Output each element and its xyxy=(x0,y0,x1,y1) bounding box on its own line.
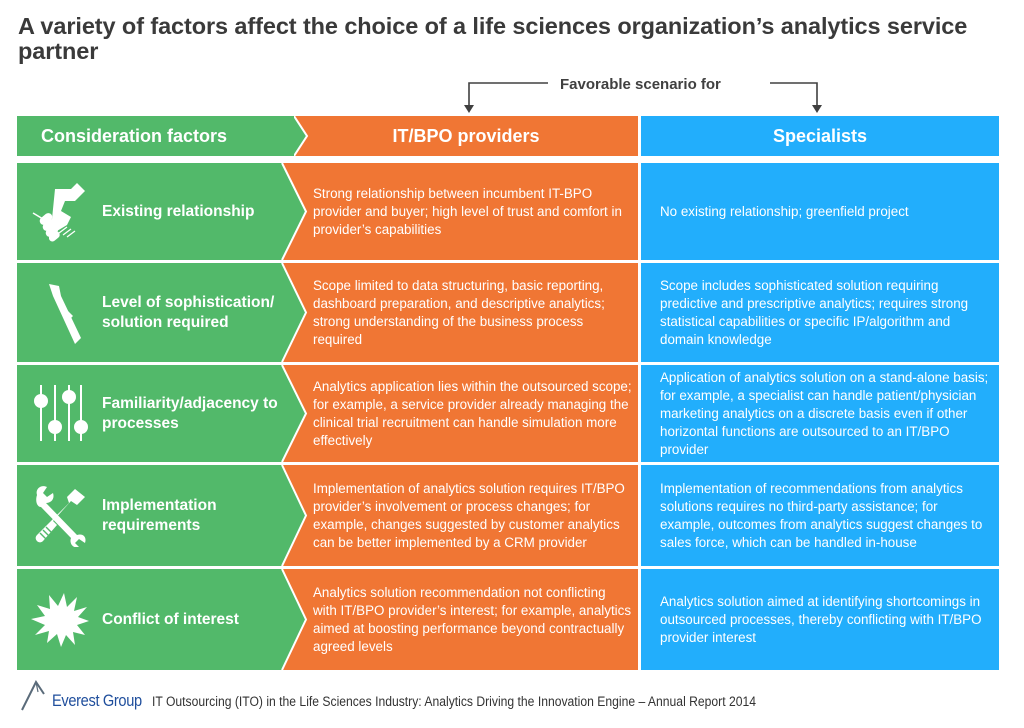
row-chevron-divider xyxy=(281,569,308,670)
factor-row-conflict-of-interest: Conflict of interest Analytics solution … xyxy=(17,569,999,670)
header-specialists: Specialists xyxy=(641,116,999,156)
itbpo-description: Scope limited to data structuring, basic… xyxy=(313,277,605,347)
column-header-row: Consideration factors IT/BPO providers S… xyxy=(17,116,999,156)
starburst-icon xyxy=(31,592,89,647)
necktie-icon xyxy=(49,283,81,344)
specialists-description: Implementation of recommendations from a… xyxy=(660,480,983,550)
factor-label: Conflict of interest xyxy=(102,610,239,628)
itbpo-cell: Analytics application lies within the ou… xyxy=(279,365,638,462)
row-chevron-divider xyxy=(281,263,308,362)
row-chevron-divider xyxy=(281,365,308,462)
factor-label: Level of sophistication/ solution requir… xyxy=(102,293,275,331)
header-specialists-label: Specialists xyxy=(772,125,868,146)
factor-row-implementation: Implementation requirements Implementati… xyxy=(17,465,999,566)
itbpo-description: Implementation of analytics solution req… xyxy=(313,480,625,550)
specialists-cell: Scope includes sophisticated solution re… xyxy=(641,263,999,362)
header-consideration-factors: Consideration factors xyxy=(17,116,307,156)
handshake-icon xyxy=(32,182,85,241)
everest-group-brand: Everest Group xyxy=(52,691,142,710)
page-title: A variety of factors affect the choice o… xyxy=(18,13,968,64)
factor-label: Familiarity/adjacency to processes xyxy=(102,394,278,432)
itbpo-description: Analytics solution recommendation not co… xyxy=(313,584,632,654)
factor-row-sophistication: Level of sophistication/ solution requir… xyxy=(17,263,999,362)
sliders-icon xyxy=(34,384,88,441)
row-chevron-divider xyxy=(281,163,308,260)
specialists-cell: Analytics solution aimed at identifying … xyxy=(641,569,999,670)
specialists-description: No existing relationship; greenfield pro… xyxy=(660,203,909,219)
specialists-cell: No existing relationship; greenfield pro… xyxy=(641,163,999,260)
favorable-scenario-label: Favorable scenario for xyxy=(560,76,721,93)
itbpo-cell: Strong relationship between incumbent IT… xyxy=(279,163,638,260)
itbpo-description: Strong relationship between incumbent IT… xyxy=(313,185,622,237)
factor-cell: Level of sophistication/ solution requir… xyxy=(17,263,306,362)
header-itbpo-providers: IT/BPO providers xyxy=(294,116,638,156)
specialists-description: Analytics solution aimed at identifying … xyxy=(660,593,982,645)
itbpo-cell: Implementation of analytics solution req… xyxy=(279,465,638,566)
factor-row-familiarity: Familiarity/adjacency to processes Analy… xyxy=(17,365,999,462)
factor-cell: Implementation requirements xyxy=(17,465,306,566)
itbpo-cell: Scope limited to data structuring, basic… xyxy=(279,263,638,362)
itbpo-description: Analytics application lies within the ou… xyxy=(313,378,632,448)
footer: Everest Group IT Outsourcing (ITO) in th… xyxy=(0,672,1024,728)
header-factors-label: Consideration factors xyxy=(41,125,228,146)
favorable-bracket-arrows xyxy=(464,82,822,113)
header-itbpo-label: IT/BPO providers xyxy=(392,125,540,146)
factor-cell: Existing relationship xyxy=(17,163,306,260)
header-chevron-divider xyxy=(294,116,309,156)
factor-label: Existing relationship xyxy=(102,202,255,220)
specialists-cell: Application of analytics solution on a s… xyxy=(641,365,999,462)
specialists-cell: Implementation of recommendations from a… xyxy=(641,465,999,566)
factor-cell: Familiarity/adjacency to processes xyxy=(17,365,306,462)
wrench-screwdriver-icon xyxy=(35,485,86,547)
report-source-text: IT Outsourcing (ITO) in the Life Science… xyxy=(152,694,757,709)
itbpo-cell: Analytics solution recommendation not co… xyxy=(279,569,638,670)
row-chevron-divider xyxy=(281,465,308,566)
factor-cell: Conflict of interest xyxy=(17,569,306,670)
everest-mountain-logo-icon xyxy=(21,680,45,711)
specialists-description: Application of analytics solution on a s… xyxy=(660,369,989,457)
factor-row-existing-relationship: Existing relationship Strong relationshi… xyxy=(17,163,999,260)
specialists-description: Scope includes sophisticated solution re… xyxy=(660,277,969,347)
factor-label: Implementation requirements xyxy=(102,496,217,534)
